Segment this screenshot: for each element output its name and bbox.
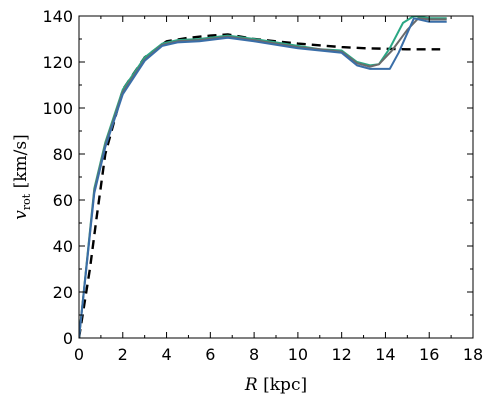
- x-tick-label: 6: [205, 345, 215, 364]
- x-tick-label: 10: [288, 345, 308, 364]
- plot-frame: [78, 15, 474, 339]
- y-tick-label: 100: [42, 99, 73, 118]
- x-axis-unit: [kpc]: [258, 375, 307, 395]
- y-tick-label: 60: [53, 191, 73, 210]
- series-line-3: [79, 17, 447, 338]
- ticks-layer: 0 2 4 6 8 10 12 14 16 18 0 20 40 60 80 100 120 140: [42, 7, 483, 364]
- x-tick-label: 14: [375, 345, 395, 364]
- y-axis-label: vrot [km/s]: [11, 134, 33, 219]
- y-tick-label: 40: [53, 237, 73, 256]
- y-tick-label: 120: [42, 53, 73, 72]
- x-tick-label: 8: [249, 345, 259, 364]
- y-tick-label: 140: [42, 7, 73, 26]
- x-tick-label: 18: [463, 345, 483, 364]
- x-tick-label: 16: [419, 345, 439, 364]
- series-line-1: [79, 16, 447, 338]
- y-tick-label: 0: [63, 329, 73, 348]
- x-tick-label: 4: [161, 345, 171, 364]
- series-line-0: [79, 33, 441, 338]
- y-tick-label: 80: [53, 145, 73, 164]
- y-axis-variable: v: [11, 210, 31, 220]
- x-tick-label: 0: [74, 345, 84, 364]
- x-axis-variable: R: [244, 375, 258, 395]
- x-axis-label: R [kpc]: [244, 375, 307, 395]
- x-tick-label: 2: [118, 345, 128, 364]
- x-tick-label: 12: [331, 345, 351, 364]
- y-tick-label: 20: [53, 283, 73, 302]
- y-axis-unit: [km/s]: [11, 134, 31, 194]
- y-axis-subscript: rot: [20, 193, 33, 210]
- series-layer: [79, 16, 447, 338]
